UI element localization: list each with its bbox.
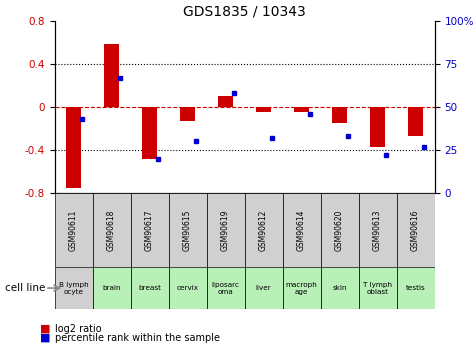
- Text: GSM90618: GSM90618: [107, 210, 116, 251]
- Bar: [370, 107, 385, 147]
- Text: liposarc
oma: liposarc oma: [212, 282, 239, 295]
- Bar: [66, 107, 81, 188]
- Bar: [207, 193, 245, 267]
- Bar: [359, 267, 397, 309]
- Text: GSM90611: GSM90611: [69, 210, 78, 251]
- Title: GDS1835 / 10343: GDS1835 / 10343: [183, 4, 306, 18]
- Bar: [131, 267, 169, 309]
- Bar: [321, 193, 359, 267]
- Text: percentile rank within the sample: percentile rank within the sample: [55, 333, 219, 343]
- Text: brain: brain: [103, 285, 121, 291]
- Bar: [332, 107, 347, 123]
- Text: log2 ratio: log2 ratio: [55, 324, 101, 334]
- Text: cell line: cell line: [5, 283, 45, 293]
- Bar: [245, 267, 283, 309]
- Bar: [256, 107, 271, 112]
- Text: GSM90617: GSM90617: [145, 209, 154, 251]
- Bar: [283, 267, 321, 309]
- Bar: [359, 193, 397, 267]
- Bar: [245, 193, 283, 267]
- Bar: [180, 107, 195, 121]
- Bar: [321, 267, 359, 309]
- Text: GSM90612: GSM90612: [259, 210, 268, 251]
- Bar: [142, 107, 157, 159]
- Text: GSM90620: GSM90620: [335, 209, 344, 251]
- Bar: [294, 107, 309, 112]
- Bar: [169, 267, 207, 309]
- Text: ■: ■: [40, 324, 51, 334]
- Bar: [408, 107, 423, 136]
- Text: GSM90614: GSM90614: [297, 209, 306, 251]
- Bar: [169, 193, 207, 267]
- Bar: [397, 193, 435, 267]
- Bar: [397, 267, 435, 309]
- Bar: [218, 96, 233, 107]
- Text: GSM90619: GSM90619: [221, 209, 230, 251]
- Text: testis: testis: [406, 285, 426, 291]
- Bar: [55, 193, 93, 267]
- Bar: [207, 267, 245, 309]
- Text: cervix: cervix: [177, 285, 199, 291]
- Text: macroph
age: macroph age: [286, 282, 317, 295]
- Bar: [93, 193, 131, 267]
- Text: B lymph
ocyte: B lymph ocyte: [59, 282, 88, 295]
- Bar: [55, 267, 93, 309]
- Bar: [93, 267, 131, 309]
- Text: GSM90616: GSM90616: [411, 209, 420, 251]
- Text: T lymph
oblast: T lymph oblast: [363, 282, 392, 295]
- Bar: [131, 193, 169, 267]
- Text: ■: ■: [40, 333, 51, 343]
- Bar: [283, 193, 321, 267]
- Text: skin: skin: [332, 285, 347, 291]
- Text: liver: liver: [256, 285, 272, 291]
- Text: breast: breast: [138, 285, 161, 291]
- Text: GSM90613: GSM90613: [373, 209, 382, 251]
- Text: GSM90615: GSM90615: [183, 209, 192, 251]
- Bar: [104, 45, 119, 107]
